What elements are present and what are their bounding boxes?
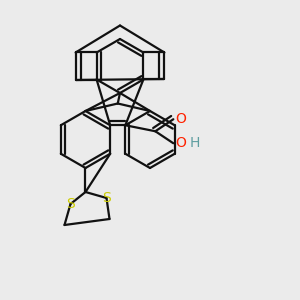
Text: S: S [66,197,75,211]
Text: O: O [175,112,186,126]
Text: O: O [175,136,186,150]
Text: S: S [102,191,111,205]
Text: H: H [190,136,200,150]
